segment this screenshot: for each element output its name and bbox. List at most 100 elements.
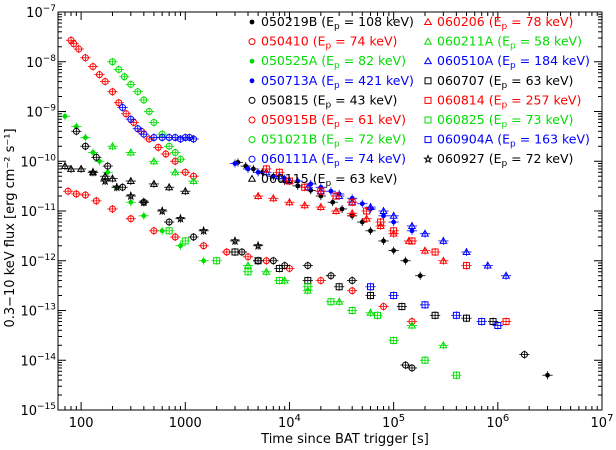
- legend-item-060111A: 060111A (Ep = 74 keV): [248, 151, 406, 169]
- data-point: [253, 191, 263, 199]
- data-point: [115, 65, 123, 73]
- legend-label: 060115 (Ep = 63 keV): [261, 171, 397, 189]
- data-point: [362, 214, 371, 222]
- data-point: [66, 164, 76, 172]
- data-point: [452, 311, 460, 319]
- data-point: [489, 318, 497, 326]
- data-point: [389, 211, 398, 219]
- data-point: [367, 292, 375, 300]
- legend-marker: [247, 174, 257, 182]
- data-point: [545, 372, 550, 378]
- data-point: [348, 307, 356, 314]
- data-point: [431, 311, 439, 319]
- data-point: [105, 169, 111, 175]
- data-point: [421, 356, 429, 364]
- data-point: [72, 127, 80, 135]
- legend-marker: [248, 116, 256, 124]
- data-point: [359, 201, 365, 207]
- legend-item-060814: 060814 (Ep = 257 keV): [424, 92, 581, 110]
- y-axis-label: 0.3−10 keV flux [erg cm⁻² s⁻¹]: [3, 128, 18, 327]
- data-point: [81, 142, 89, 150]
- legend-marker: [423, 154, 433, 164]
- data-point: [348, 198, 356, 206]
- data-point: [145, 108, 153, 115]
- data-point: [402, 361, 410, 369]
- data-point: [108, 205, 116, 213]
- y-tick-label: 10−11: [20, 203, 56, 220]
- data-point: [190, 233, 198, 241]
- legend-label: 060206 (Ep = 78 keV): [437, 14, 573, 32]
- data-point: [76, 164, 86, 172]
- data-point: [178, 243, 183, 249]
- axes: 100 1000 104 105 106 10710−1510−1410−1310−121…: [20, 4, 613, 431]
- series-060904A: [365, 282, 503, 330]
- data-point: [331, 206, 341, 214]
- legend-marker: [249, 19, 255, 25]
- y-tick-label: 10−7: [26, 4, 56, 21]
- data-point: [120, 73, 128, 81]
- data-point: [62, 113, 68, 119]
- data-point: [162, 150, 170, 158]
- legend-marker: [423, 56, 433, 65]
- data-point: [73, 124, 79, 129]
- data-point: [381, 238, 386, 244]
- data-point: [303, 286, 312, 294]
- y-tick-label: 10−13: [20, 303, 56, 320]
- data-point: [262, 165, 270, 173]
- legend-item-060904A: 060904A (Ep = 163 keV): [424, 132, 590, 150]
- data-point: [165, 227, 173, 235]
- legend-item-060115: 060115 (Ep = 63 keV): [247, 171, 397, 189]
- data-point: [171, 167, 180, 176]
- legend-marker: [424, 136, 432, 144]
- x-axis-label: Time since BAT trigger [s]: [260, 432, 429, 447]
- y-tick-label: 10−12: [20, 253, 56, 270]
- data-point: [421, 301, 429, 309]
- data-point: [126, 190, 136, 201]
- data-point: [483, 261, 492, 269]
- data-point: [462, 262, 470, 270]
- data-point: [379, 206, 388, 214]
- legend-item-050410: 050410 (Ep = 74 keV): [248, 34, 397, 52]
- legend-item-050525A: 050525A (Ep = 82 keV): [249, 53, 406, 71]
- data-point: [275, 264, 283, 272]
- data-point: [367, 283, 375, 291]
- data-point: [420, 229, 430, 237]
- data-point: [308, 181, 314, 187]
- data-point: [165, 142, 173, 150]
- data-point: [150, 119, 158, 127]
- data-point: [452, 371, 460, 379]
- data-point: [126, 176, 135, 185]
- data-point: [104, 162, 112, 170]
- data-point: [108, 174, 117, 182]
- data-point: [149, 156, 159, 165]
- data-point: [332, 192, 340, 200]
- data-point: [81, 54, 89, 62]
- data-point: [150, 134, 158, 142]
- data-point: [186, 134, 194, 142]
- legend-label: 060927 (Ep = 72 keV): [437, 151, 573, 169]
- data-point: [253, 240, 263, 250]
- data-point: [232, 161, 238, 166]
- data-point: [108, 141, 117, 150]
- legend-item-060206: 060206 (Ep = 78 keV): [423, 14, 573, 32]
- data-point: [254, 257, 262, 265]
- legend-label: 050915B (Ep = 61 keV): [261, 112, 406, 130]
- data-point: [244, 253, 252, 261]
- data-point: [295, 178, 301, 184]
- data-point: [157, 205, 167, 216]
- data-point: [181, 237, 189, 245]
- data-point: [70, 40, 78, 48]
- data-point: [128, 199, 134, 205]
- data-point: [380, 303, 388, 311]
- data-point: [417, 273, 423, 279]
- legend-item-060211A: 060211A (Ep = 58 keV): [423, 34, 582, 52]
- data-point: [127, 215, 135, 223]
- data-point: [244, 268, 252, 276]
- legend-label: 060707 (Ep = 63 keV): [437, 73, 573, 91]
- legend-label: 060825 (Ep = 73 keV): [437, 112, 573, 130]
- series-060825: [164, 226, 462, 380]
- data-point: [363, 207, 371, 215]
- data-point: [439, 236, 448, 244]
- data-point: [108, 88, 116, 96]
- data-point: [164, 182, 174, 191]
